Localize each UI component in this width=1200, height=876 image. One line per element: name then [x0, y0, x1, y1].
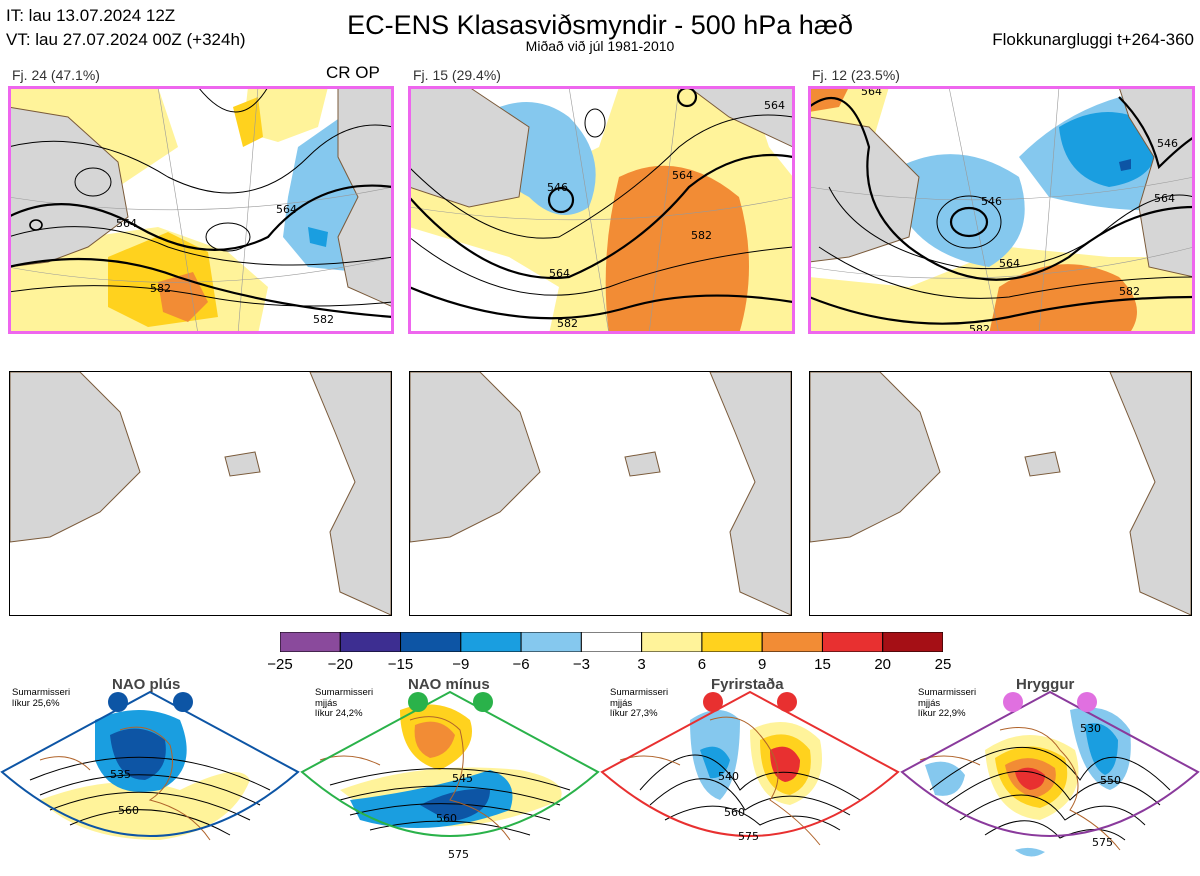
regime-nao-plus-note: Sumarmisseri líkur 25,6%	[12, 687, 71, 709]
colorbar-tick-label: 9	[758, 656, 767, 673]
cluster-2-contour-label: 564	[764, 99, 785, 112]
regime-nao-minus-note: Sumarmisseri mjjás líkur 24,2%	[315, 687, 374, 719]
cluster-3-contour-label: 564	[999, 257, 1020, 270]
page-title: EC-ENS Klasasviðsmyndir - 500 hPa hæð	[347, 10, 853, 40]
colorbar-tick-label: 3	[637, 656, 646, 673]
regime-blocking-contour-label: 560	[724, 806, 745, 819]
regime-blocking-map: 540 560 575	[600, 690, 900, 846]
cluster-1-label: Fj. 24 (47.1%)	[12, 67, 100, 83]
cluster-2-contour-label: 582	[691, 229, 712, 242]
regime-nao-plus-contour-label: 560	[118, 804, 139, 817]
regime-nao-plus-contour-label: 535	[110, 768, 131, 781]
cluster-3-label: Fj. 12 (23.5%)	[812, 67, 900, 83]
colorbar-tick-label: 25	[934, 656, 952, 673]
regime-nao-plus-title: NAO plús	[112, 676, 181, 693]
regime-ridge-map: 530 550 575	[900, 690, 1200, 857]
cluster-1-contour-label: 564	[116, 217, 137, 230]
empty-map-3	[809, 371, 1192, 616]
cluster-1-contour-label: 564	[276, 203, 297, 216]
empty-map-2	[409, 371, 792, 616]
regime-ridge-note: Sumarmisseri mjjás líkur 22,9%	[918, 687, 977, 719]
colorbar-tick-label: 20	[874, 656, 892, 673]
page-subtitle: Miðað við júl 1981-2010	[525, 38, 675, 54]
regime-blocking-title: Fyrirstaða	[711, 676, 784, 693]
regime-ridge-title: Hryggur	[1016, 676, 1075, 693]
regime-blocking-contour-label: 540	[718, 770, 739, 783]
regime-blocking-note: Sumarmisseri mjjás líkur 27,3%	[610, 687, 669, 719]
colorbar-tick-label: −20	[327, 656, 354, 673]
regime-nao-minus-contour-label: 575	[448, 848, 469, 861]
regime-row: 535 560 545 560	[0, 690, 1200, 871]
cluster-1-contour-label: 582	[313, 313, 334, 326]
cluster-2-contour-label: 546	[547, 181, 568, 194]
colorbar-swatches	[279, 631, 944, 653]
cluster-2-contour-label: 582	[557, 317, 578, 330]
regime-nao-plus-map: 535 560	[0, 690, 300, 841]
regime-nao-minus-contour-label: 545	[452, 772, 473, 785]
regime-nao-minus-title: NAO mínus	[408, 676, 490, 693]
colorbar-swatch	[460, 631, 522, 653]
regime-ridge-contour-label: 575	[1092, 836, 1113, 849]
regime-ridge-contour-label: 530	[1080, 722, 1101, 735]
colorbar-swatch	[339, 631, 402, 653]
cluster-1-tag: CR OP	[326, 63, 380, 82]
regime-nao-minus-map: 545 560 575	[300, 690, 600, 861]
colorbar-tick-label: 6	[697, 656, 707, 673]
colorbar-swatch	[641, 631, 703, 653]
cluster-3-frame	[808, 86, 1195, 334]
colorbar-tick-label: −3	[572, 656, 590, 673]
colorbar-swatch	[580, 631, 643, 653]
cluster-2-contour-label: 564	[672, 169, 693, 182]
cluster-3-contour-label: 546	[1157, 137, 1178, 150]
cluster-2-map: 546 564 564 564 582 582	[409, 87, 793, 334]
colorbar-swatch	[882, 631, 944, 653]
colorbar-swatch	[520, 631, 582, 653]
cluster-3-contour-label: 582	[1119, 285, 1140, 298]
cluster-3-contour-label: 564	[861, 87, 882, 98]
cluster-1-contour-label: 582	[150, 282, 171, 295]
colorbar-swatch	[400, 631, 462, 653]
cluster-3-contour-label: 564	[1154, 192, 1175, 205]
regime-ridge-contour-label: 550	[1100, 774, 1121, 787]
cluster-3-map: 546 546 564 564 564 582 582	[809, 87, 1194, 334]
initial-time: IT: lau 13.07.2024 12Z	[6, 6, 176, 25]
cluster-1-map: 564 564 582 582	[8, 87, 393, 334]
colorbar-swatch	[821, 631, 884, 653]
cluster-2-frame	[408, 86, 795, 334]
colorbar-tick-label: −9	[452, 656, 470, 673]
cluster-2-contour-label: 564	[549, 267, 570, 280]
classification-window: Flokkunargluggi t+264-360	[992, 30, 1194, 49]
colorbar-tick-label: −15	[387, 656, 414, 673]
cluster-2-label: Fj. 15 (29.4%)	[413, 67, 501, 83]
regime-nao-minus-contour-label: 560	[436, 812, 457, 825]
empty-map-1	[9, 371, 392, 616]
colorbar-tick-label: −6	[512, 656, 530, 673]
colorbar-swatch	[701, 631, 763, 653]
cluster-3-contour-label: 582	[969, 323, 990, 334]
colorbar-tick-label: 15	[814, 656, 831, 673]
cluster-3-contour-label: 546	[981, 195, 1002, 208]
valid-time: VT: lau 27.07.2024 00Z (+324h)	[6, 30, 246, 49]
colorbar	[279, 631, 944, 653]
colorbar-swatch	[279, 631, 341, 653]
regime-blocking-contour-label: 575	[738, 830, 759, 843]
colorbar-swatch	[761, 631, 823, 653]
colorbar-tick-label: −25	[267, 656, 293, 673]
cluster-1-frame	[8, 86, 394, 334]
